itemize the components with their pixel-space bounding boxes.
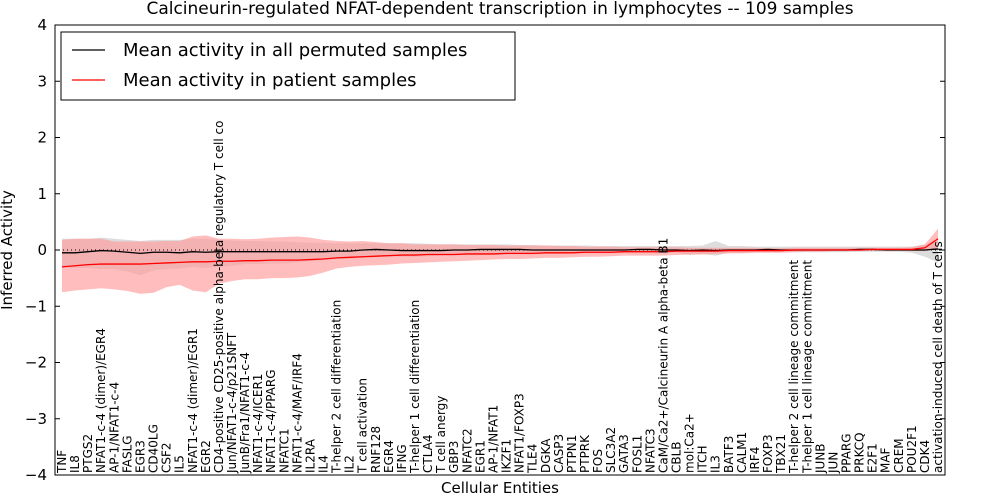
series-lines bbox=[61, 238, 939, 268]
category-label: SLC3A2 bbox=[604, 427, 618, 473]
y-tick-label: 1 bbox=[37, 185, 47, 203]
category-label: IL3 bbox=[709, 455, 723, 473]
category-label: CD40LG bbox=[147, 424, 161, 473]
category-label: FOS bbox=[591, 449, 605, 473]
category-label: NFAT1-c-4 (dimer)/EGR1 bbox=[186, 328, 200, 473]
series-line-patient bbox=[61, 238, 939, 268]
category-label: CTLA4 bbox=[421, 434, 435, 473]
y-tick-label: 2 bbox=[37, 129, 47, 147]
category-label: T cell anergy bbox=[434, 396, 448, 474]
x-axis-label: Cellular Entities bbox=[441, 479, 559, 497]
category-label: EGR4 bbox=[382, 440, 396, 473]
category-label: EGR3 bbox=[133, 440, 147, 473]
legend: Mean activity in all permuted samples Me… bbox=[60, 31, 516, 101]
category-label: PTGS2 bbox=[81, 434, 95, 473]
category-label: ITCH bbox=[696, 445, 710, 473]
category-label: PPARG bbox=[839, 433, 853, 473]
category-label: NFAT1-c-4/ICER1 bbox=[251, 374, 265, 473]
category-label: NFATC2 bbox=[460, 428, 474, 473]
category-label: mol:Ca2+ bbox=[683, 413, 697, 473]
category-label: CALM1 bbox=[735, 432, 749, 473]
category-label: T-helper 2 cell lineage commitment bbox=[787, 260, 801, 474]
category-labels: TNF IL8 PTGS2 NFAT1-c-4 (dimer)/EGR4 AP-1/NF… bbox=[55, 121, 945, 474]
category-label: NFAT1/FOXP3 bbox=[513, 393, 527, 473]
category-label: MAF bbox=[879, 447, 893, 473]
y-axis-label: Inferred Activity bbox=[0, 190, 16, 310]
category-label: Jun/NFAT1-c-4/p21SNFT bbox=[225, 332, 239, 474]
category-label: JunB/Fra1/NFAT1-c-4 bbox=[238, 352, 252, 474]
category-label: GATA3 bbox=[617, 434, 631, 473]
y-tick-label: −1 bbox=[25, 297, 47, 315]
category-label: IL2RA bbox=[303, 438, 317, 473]
category-label: CASP3 bbox=[552, 434, 566, 473]
category-label: BATF3 bbox=[722, 436, 736, 473]
category-label: PTPN1 bbox=[565, 435, 579, 473]
confidence-bands bbox=[62, 228, 938, 294]
category-label: IKZF1 bbox=[500, 439, 514, 473]
category-label: JUN bbox=[826, 452, 840, 474]
category-label: NFAT1-c-4/MAF/IRF4 bbox=[290, 353, 304, 473]
band-patient bbox=[62, 228, 938, 294]
category-label: NFAT1-c-4 (dimer)/EGR4 bbox=[94, 328, 108, 473]
category-label: CD4-positive CD25-positive alpha-beta re… bbox=[212, 121, 226, 473]
category-label: IL5 bbox=[173, 455, 187, 473]
category-label: DGKA bbox=[539, 438, 553, 473]
category-label: NFATC3 bbox=[643, 428, 657, 473]
category-label: FASLG bbox=[120, 435, 134, 473]
y-tick-label: 3 bbox=[37, 72, 47, 90]
category-label: EGR2 bbox=[199, 440, 213, 473]
category-label: CREM bbox=[892, 438, 906, 473]
category-label: T-helper 1 cell differentiation bbox=[408, 300, 422, 474]
category-label: AP-1/NFAT1 bbox=[486, 405, 500, 473]
category-label: PRKCQ bbox=[853, 432, 867, 473]
category-label: FOXP3 bbox=[761, 434, 775, 473]
y-tick-label: 4 bbox=[37, 16, 47, 34]
category-label: T-helper 2 cell differentiation bbox=[330, 300, 344, 474]
y-axis-ticks: −4 −3 −2 −1 0 1 2 3 4 bbox=[25, 16, 945, 484]
category-label: IL8 bbox=[68, 455, 82, 473]
category-label: GBP3 bbox=[447, 441, 461, 473]
category-label: CDK4 bbox=[918, 440, 932, 473]
category-label: AP-1/NFAT1-c-4 bbox=[107, 382, 121, 473]
category-label: T cell activation bbox=[356, 378, 370, 474]
category-label: IL2 bbox=[343, 455, 357, 473]
y-tick-label: 0 bbox=[37, 241, 47, 259]
category-label: CaM/Ca2+/Calcineurin A alpha-beta B1 bbox=[656, 238, 670, 473]
category-label: TLE4 bbox=[526, 444, 540, 474]
category-label: POU2F1 bbox=[905, 425, 919, 473]
y-tick-label: −4 bbox=[25, 466, 47, 484]
y-tick-label: −2 bbox=[25, 354, 47, 372]
category-label: TNF bbox=[55, 450, 69, 474]
category-label: T-helper 1 cell lineage commitment bbox=[800, 260, 814, 474]
category-label: activation-induced cell death of T cells bbox=[931, 241, 945, 473]
category-label: NFAT1-c-4/PPARG bbox=[264, 369, 278, 473]
category-label: RNF128 bbox=[369, 426, 383, 473]
category-label: NFATC1 bbox=[277, 428, 291, 473]
category-label: CSF2 bbox=[160, 442, 174, 473]
category-label: PTPRK bbox=[578, 434, 592, 473]
category-label: IRF4 bbox=[748, 447, 762, 473]
legend-label-permuted: Mean activity in all permuted samples bbox=[123, 40, 467, 61]
category-label: EGR1 bbox=[473, 440, 487, 473]
category-label: IFNG bbox=[395, 444, 409, 473]
chart-title: Calcineurin-regulated NFAT-dependent tra… bbox=[146, 0, 853, 19]
legend-box bbox=[60, 31, 516, 101]
category-label: E2F1 bbox=[866, 443, 880, 473]
category-label: JUNB bbox=[813, 443, 827, 474]
category-label: FOSL1 bbox=[630, 435, 644, 473]
category-label: TBX21 bbox=[774, 434, 788, 474]
category-label: CBLB bbox=[670, 441, 684, 473]
category-label: IL4 bbox=[316, 455, 330, 473]
legend-label-patient: Mean activity in patient samples bbox=[123, 70, 417, 91]
y-tick-label: −3 bbox=[25, 410, 47, 428]
